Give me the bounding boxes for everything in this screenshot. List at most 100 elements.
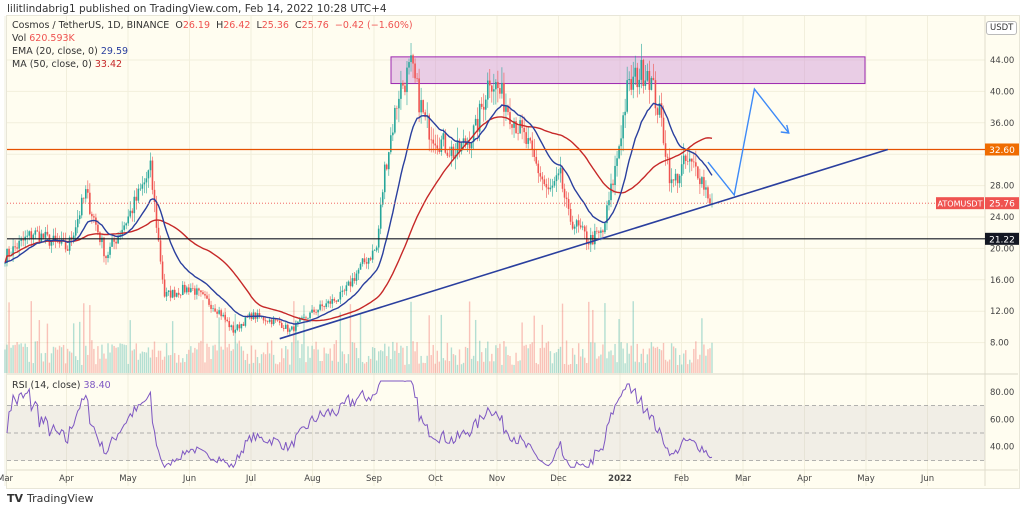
candle-body <box>444 133 447 153</box>
candle-body <box>264 320 267 322</box>
volume-bar <box>535 362 537 373</box>
volume-bar <box>571 348 574 373</box>
candle-body <box>16 247 18 249</box>
candle-body <box>703 177 705 190</box>
volume-bar <box>545 342 548 373</box>
candle-body <box>590 234 592 245</box>
volume-bar <box>521 322 523 373</box>
vol-label: Vol <box>12 33 27 44</box>
volume-bar <box>612 355 614 373</box>
volume-bar <box>224 307 226 373</box>
candle-body <box>587 242 590 245</box>
candle-body <box>64 240 67 250</box>
volume-bar <box>582 349 584 373</box>
candle-body <box>553 181 556 186</box>
candle-body <box>54 235 57 241</box>
candle-body <box>442 133 445 140</box>
volume-bar <box>24 343 26 373</box>
volume-bar <box>701 318 703 373</box>
volume-bar <box>232 349 234 373</box>
volume-bar <box>666 361 669 373</box>
volume-bar <box>262 352 265 373</box>
candle-body <box>446 152 449 156</box>
candle-body <box>610 183 612 201</box>
volume-bar <box>355 347 358 373</box>
volume-bar <box>470 358 473 373</box>
candle-body <box>87 189 89 193</box>
candle-body <box>307 318 309 319</box>
volume-bar <box>208 346 210 373</box>
volume-bar <box>509 355 511 373</box>
candle-body <box>109 246 111 255</box>
candle-body <box>321 304 323 307</box>
candle-body <box>604 223 606 233</box>
candle-body <box>462 138 465 144</box>
candle-body <box>416 78 418 79</box>
candle-body <box>234 329 237 333</box>
volume-bar <box>317 349 319 373</box>
volume-bar <box>266 342 269 373</box>
volume-bar <box>135 343 137 373</box>
candle-body <box>414 63 416 79</box>
rsi-tick: 60.00 <box>990 415 1014 425</box>
volume-bar <box>163 356 166 373</box>
volume-bar <box>652 346 655 373</box>
volume-bar <box>515 352 517 373</box>
volume-bar <box>250 345 253 373</box>
currency-button[interactable]: USDT <box>986 21 1018 35</box>
horizontal-line-label: 32.60 <box>989 146 1015 156</box>
volume-bar <box>529 344 531 373</box>
volume-bar <box>703 344 705 373</box>
volume-bar <box>109 352 111 373</box>
candle-body <box>684 155 687 162</box>
volume-bar <box>277 364 279 373</box>
trendline <box>279 148 888 340</box>
candle-body <box>478 103 481 132</box>
volume-bar <box>384 343 386 373</box>
candle-body <box>440 139 443 152</box>
candle-body <box>606 205 608 224</box>
volume-bar <box>543 347 546 373</box>
volume-bar <box>499 343 501 373</box>
candle-body <box>36 230 39 232</box>
volume-bar <box>424 363 426 373</box>
volume-bar <box>622 348 624 373</box>
volume-bar <box>103 353 105 373</box>
candle-body <box>400 82 402 99</box>
candle-body <box>258 313 261 317</box>
candle-body <box>115 241 117 244</box>
candle-body <box>188 287 190 293</box>
candle-body <box>12 246 14 256</box>
candle-body <box>127 216 130 224</box>
volume-bar <box>636 343 638 373</box>
volume-bar <box>616 362 618 373</box>
volume-bar <box>285 345 287 373</box>
candle-body <box>268 319 271 322</box>
logo-text: TradingView <box>27 492 94 505</box>
candle-body <box>652 77 655 81</box>
volume-bar <box>367 355 370 373</box>
candle-body <box>145 178 148 183</box>
volume-bar <box>414 351 416 373</box>
volume-bar <box>30 301 32 373</box>
candle-body <box>101 237 103 243</box>
volume-bar <box>244 360 247 373</box>
candle-body <box>624 111 626 116</box>
candle-body <box>662 117 665 144</box>
volume-bar <box>458 349 461 373</box>
publisher-line: lilitlindabrig1 published on TradingView… <box>7 3 387 15</box>
candle-body <box>32 234 35 239</box>
candle-body <box>198 288 200 291</box>
volume-bar <box>281 348 283 373</box>
volume-bar <box>347 354 350 373</box>
candle-body <box>28 231 31 236</box>
volume-bar <box>155 357 158 373</box>
volume-bar <box>404 364 406 373</box>
volume-bar <box>97 346 99 373</box>
candle-body <box>531 140 534 150</box>
candle-body <box>495 81 497 90</box>
tradingview-logo[interactable]: TV TradingView <box>7 492 94 505</box>
volume-bar <box>620 342 622 373</box>
volume-bar <box>351 342 354 373</box>
